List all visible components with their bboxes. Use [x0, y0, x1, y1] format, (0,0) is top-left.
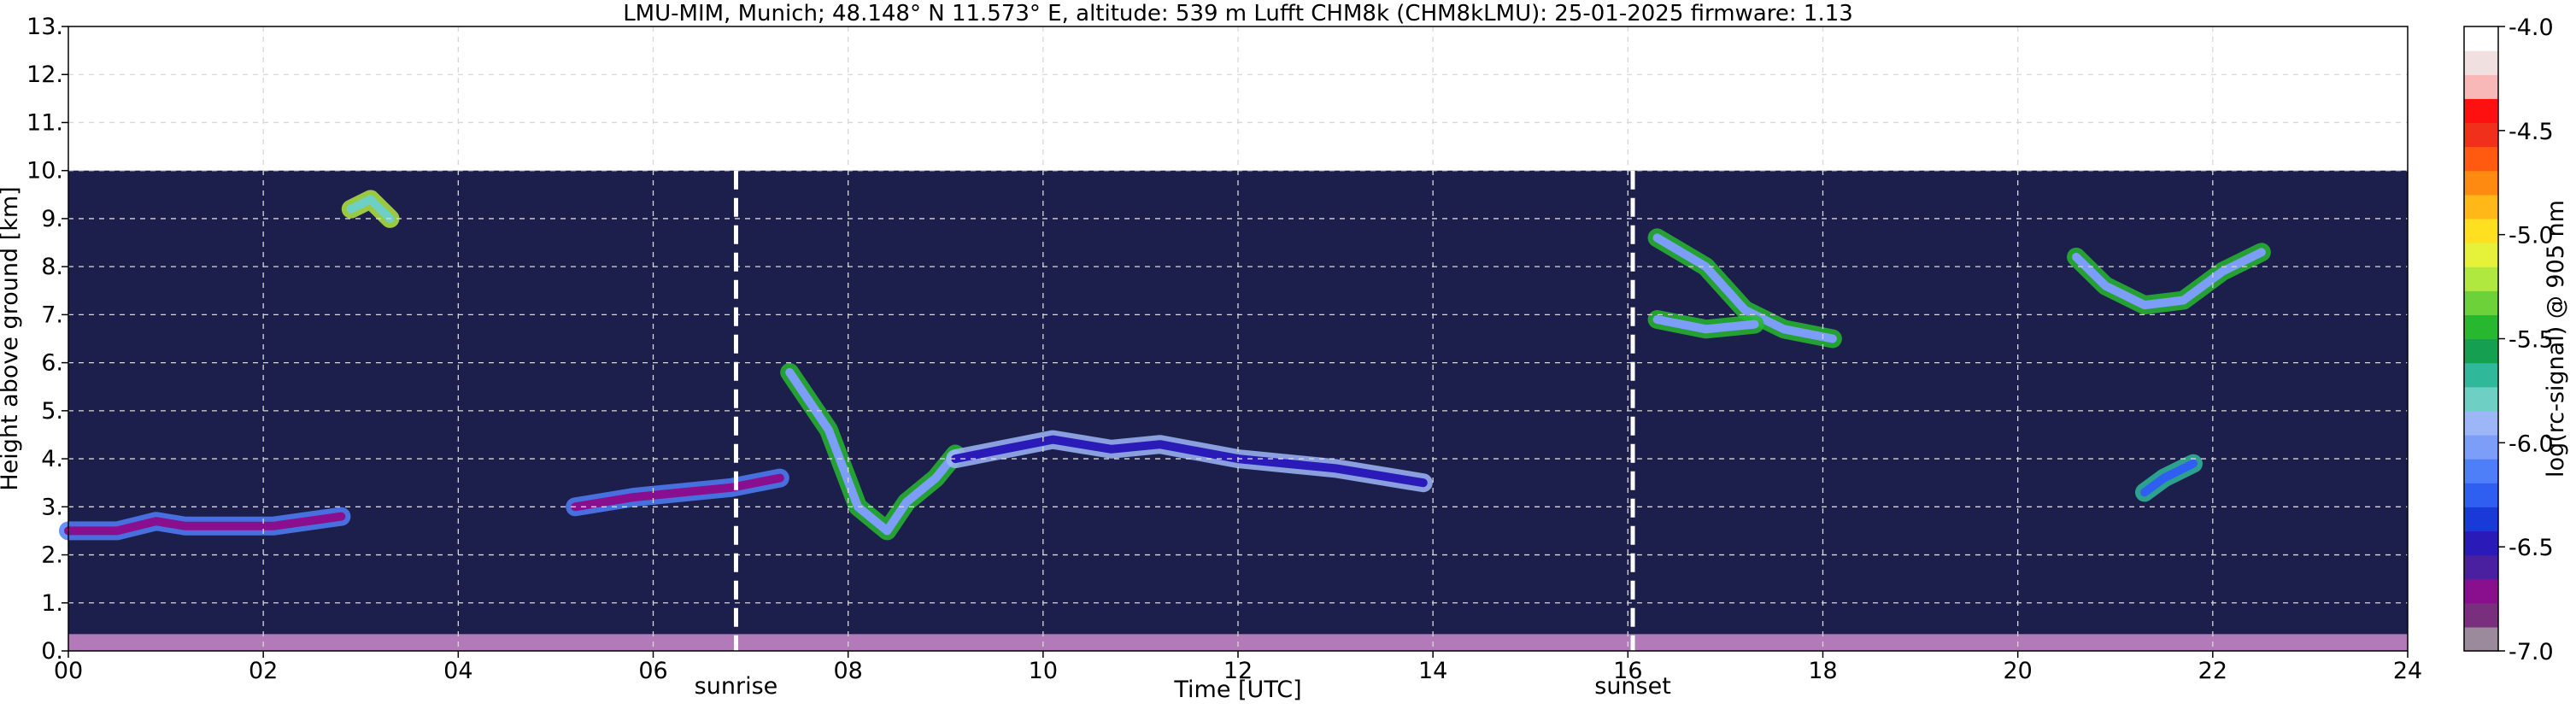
colorbar-segment [2464, 530, 2498, 556]
x-tick-label: 24 [2393, 658, 2422, 684]
colorbar-segment [2464, 554, 2498, 580]
colorbar-segment [2464, 146, 2498, 172]
x-tick-label: 04 [443, 658, 472, 684]
colorbar-segment [2464, 170, 2498, 196]
colorbar-segment [2464, 194, 2498, 220]
colorbar-tick-label: -7.0 [2509, 639, 2554, 665]
y-axis-label: Height above ground [km] [0, 186, 23, 490]
x-tick-label: 12 [1223, 658, 1253, 684]
colorbar-segment [2464, 362, 2498, 388]
x-tick-label: 10 [1029, 658, 1058, 684]
y-tick-label: 3. [41, 494, 63, 520]
colorbar-segment [2464, 578, 2498, 604]
colorbar-tick-label: -6.5 [2509, 535, 2554, 561]
y-tick-label: 10. [26, 158, 63, 185]
colorbar: -4.0 -4.5 -5.0 -5.5 -6.0 -6.5 -7.0 [2463, 15, 2554, 665]
colorbar-segment [2464, 267, 2498, 291]
colorbar-segment [2464, 602, 2498, 628]
x-tick-label: 16 [1613, 658, 1642, 684]
x-tick-label: 08 [833, 658, 862, 684]
colorbar-segment [2464, 410, 2498, 436]
feature-core [951, 435, 1428, 488]
colorbar-tick-label: -5.0 [2509, 223, 2554, 249]
colorbar-segment [2464, 98, 2498, 124]
feature-core [1652, 233, 1837, 343]
colorbar-segment [2464, 74, 2498, 99]
colorbar-segment [2464, 122, 2498, 148]
feature-core [2072, 248, 2266, 310]
y-tick-label: 0. [41, 638, 63, 665]
y-tick-label: 4. [41, 446, 63, 472]
colorbar-segment [2464, 218, 2498, 243]
colorbar-segment [2464, 50, 2498, 75]
feature-core [64, 512, 346, 536]
chart-title: LMU-MIM, Munich; 48.148° N 11.573° E, al… [623, 1, 1853, 26]
y-tick-label: 12. [26, 62, 63, 88]
x-tick-label: 00 [54, 658, 83, 684]
feature-core [1652, 315, 1759, 334]
x-tick-label: 06 [638, 658, 667, 684]
x-axis-label: Time [UTC] [1173, 677, 1301, 703]
colorbar-segment [2464, 507, 2498, 532]
x-tick-label: 22 [2198, 658, 2227, 684]
y-tick-label: 11. [26, 109, 63, 136]
feature-core [571, 473, 784, 512]
colorbar-segment [2464, 626, 2498, 652]
colorbar-segment [2464, 459, 2498, 483]
x-tick-label: 18 [1808, 658, 1837, 684]
colorbar-tick-label: -6.0 [2509, 431, 2554, 457]
y-tick-label: 7. [41, 302, 63, 328]
y-tick-label: 1. [41, 590, 63, 617]
feature-core [785, 367, 960, 536]
colorbar-segment [2464, 483, 2498, 507]
colorbar-segment [2464, 314, 2498, 340]
colorbar-segment [2464, 26, 2498, 51]
colorbar-tick-label: -4.5 [2509, 119, 2554, 145]
colorbar-tick-label: -5.5 [2509, 327, 2554, 354]
x-tick-label: 20 [2003, 658, 2032, 684]
feature-core [2140, 459, 2198, 497]
x-tick-label: 02 [249, 658, 278, 684]
event-label-sunrise: sunrise [695, 673, 778, 700]
event-label-sunset: sunset [1594, 673, 1671, 700]
y-tick-label: 13. [26, 14, 63, 40]
colorbar-segment [2464, 338, 2498, 364]
colorbar-segment [2464, 290, 2498, 315]
y-tick-label: 9. [41, 206, 63, 232]
colorbar-segment [2464, 243, 2498, 267]
colorbar-label: log(rc-signal) @ 905 nm [2543, 200, 2569, 478]
feature-core [346, 195, 395, 223]
y-tick-label: 6. [41, 350, 63, 377]
x-tick-label: 14 [1418, 658, 1447, 684]
y-tick-label: 2. [41, 542, 63, 569]
y-tick-label: 5. [41, 398, 63, 425]
colorbar-tick-label: -4.0 [2509, 15, 2554, 41]
colorbar-segment [2464, 434, 2498, 460]
y-tick-label: 8. [41, 254, 63, 280]
colorbar-segment [2464, 386, 2498, 412]
